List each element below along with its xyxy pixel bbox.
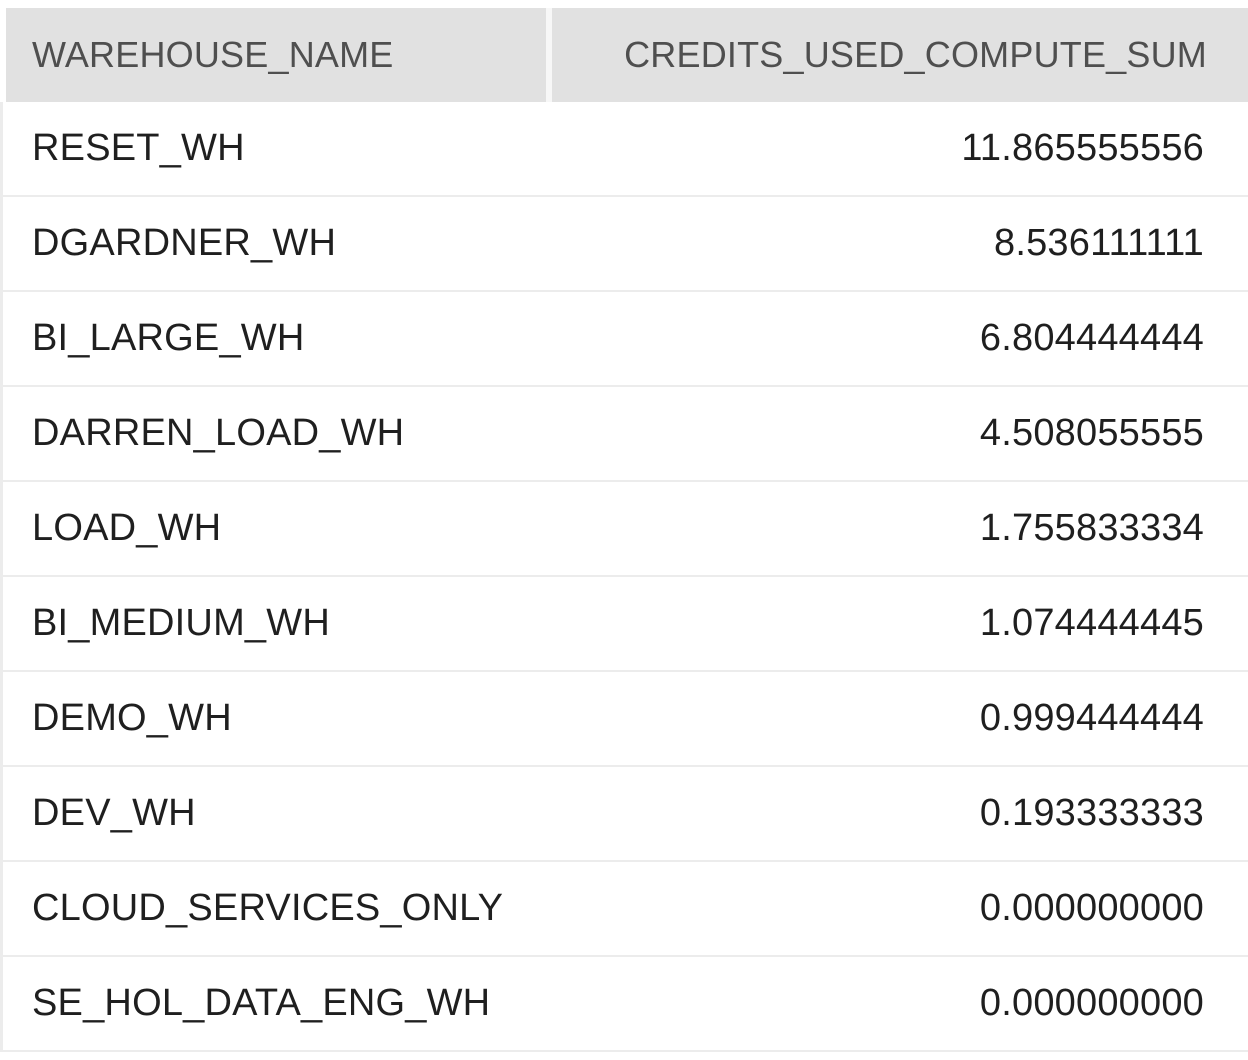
table-row[interactable]: LOAD_WH 1.755833334 bbox=[0, 482, 1248, 577]
credits-used-cell[interactable]: 1.074444445 bbox=[979, 602, 1204, 644]
credits-used-cell[interactable]: 11.865555556 bbox=[961, 127, 1204, 169]
warehouse-name-cell[interactable]: DARREN_LOAD_WH bbox=[32, 412, 405, 454]
warehouse-name-cell[interactable]: DEV_WH bbox=[32, 792, 196, 834]
warehouse-name-cell[interactable]: CLOUD_SERVICES_ONLY bbox=[32, 887, 504, 929]
credits-used-cell[interactable]: 8.536111111 bbox=[994, 222, 1204, 264]
table-row[interactable]: DEV_WH 0.193333333 bbox=[0, 767, 1248, 862]
warehouse-name-cell[interactable]: DEMO_WH bbox=[32, 697, 232, 739]
column-header-warehouse-name[interactable]: WAREHOUSE_NAME bbox=[32, 34, 394, 75]
table-row[interactable]: DEMO_WH 0.999444444 bbox=[0, 672, 1248, 767]
credits-used-cell[interactable]: 0.193333333 bbox=[979, 792, 1204, 834]
column-header-credits-used-compute-sum[interactable]: CREDITS_USED_COMPUTE_SUM bbox=[624, 34, 1207, 75]
table-row[interactable]: CLOUD_SERVICES_ONLY 0.000000000 bbox=[0, 862, 1248, 957]
credits-used-cell[interactable]: 0.999444444 bbox=[979, 697, 1204, 739]
warehouse-name-cell[interactable]: LOAD_WH bbox=[32, 507, 222, 549]
table-row[interactable]: DGARDNER_WH 8.536111111 bbox=[0, 197, 1248, 292]
table-header-row: WAREHOUSE_NAME CREDITS_USED_COMPUTE_SUM bbox=[0, 8, 1248, 102]
warehouse-name-cell[interactable]: DGARDNER_WH bbox=[32, 222, 337, 264]
warehouse-name-cell[interactable]: BI_LARGE_WH bbox=[32, 317, 305, 359]
warehouse-name-cell[interactable]: BI_MEDIUM_WH bbox=[32, 602, 330, 644]
table-row[interactable]: SE_HOL_DATA_ENG_WH 0.000000000 bbox=[0, 957, 1248, 1052]
credits-used-cell[interactable]: 4.508055555 bbox=[979, 412, 1204, 454]
warehouse-name-cell[interactable]: SE_HOL_DATA_ENG_WH bbox=[32, 982, 491, 1024]
credits-used-cell[interactable]: 6.804444444 bbox=[979, 317, 1204, 359]
table-top-strip bbox=[0, 0, 1248, 8]
table-row[interactable]: BI_MEDIUM_WH 1.074444445 bbox=[0, 577, 1248, 672]
credits-used-cell[interactable]: 0.000000000 bbox=[979, 887, 1204, 929]
table-body: RESET_WH 11.865555556 DGARDNER_WH 8.5361… bbox=[0, 102, 1248, 1052]
table-row[interactable]: BI_LARGE_WH 6.804444444 bbox=[0, 292, 1248, 387]
warehouse-name-cell[interactable]: RESET_WH bbox=[32, 127, 245, 169]
column-resize-handle[interactable] bbox=[546, 8, 552, 102]
credits-used-cell[interactable]: 1.755833334 bbox=[979, 507, 1204, 549]
table-row[interactable]: RESET_WH 11.865555556 bbox=[0, 102, 1248, 197]
credits-used-cell[interactable]: 0.000000000 bbox=[979, 982, 1204, 1024]
table-row[interactable]: DARREN_LOAD_WH 4.508055555 bbox=[0, 387, 1248, 482]
